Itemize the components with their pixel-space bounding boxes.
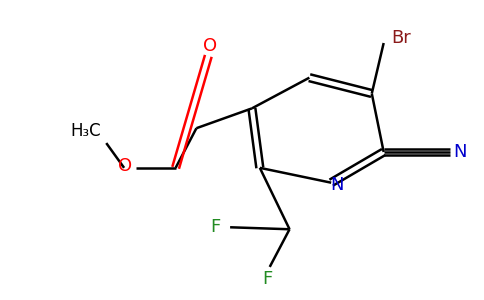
Text: F: F (210, 218, 220, 236)
Text: F: F (263, 270, 273, 288)
Text: O: O (118, 157, 132, 175)
Text: N: N (331, 176, 344, 194)
Text: H₃C: H₃C (71, 122, 101, 140)
Text: Br: Br (392, 29, 411, 47)
Text: N: N (453, 143, 467, 161)
Text: O: O (203, 37, 217, 55)
